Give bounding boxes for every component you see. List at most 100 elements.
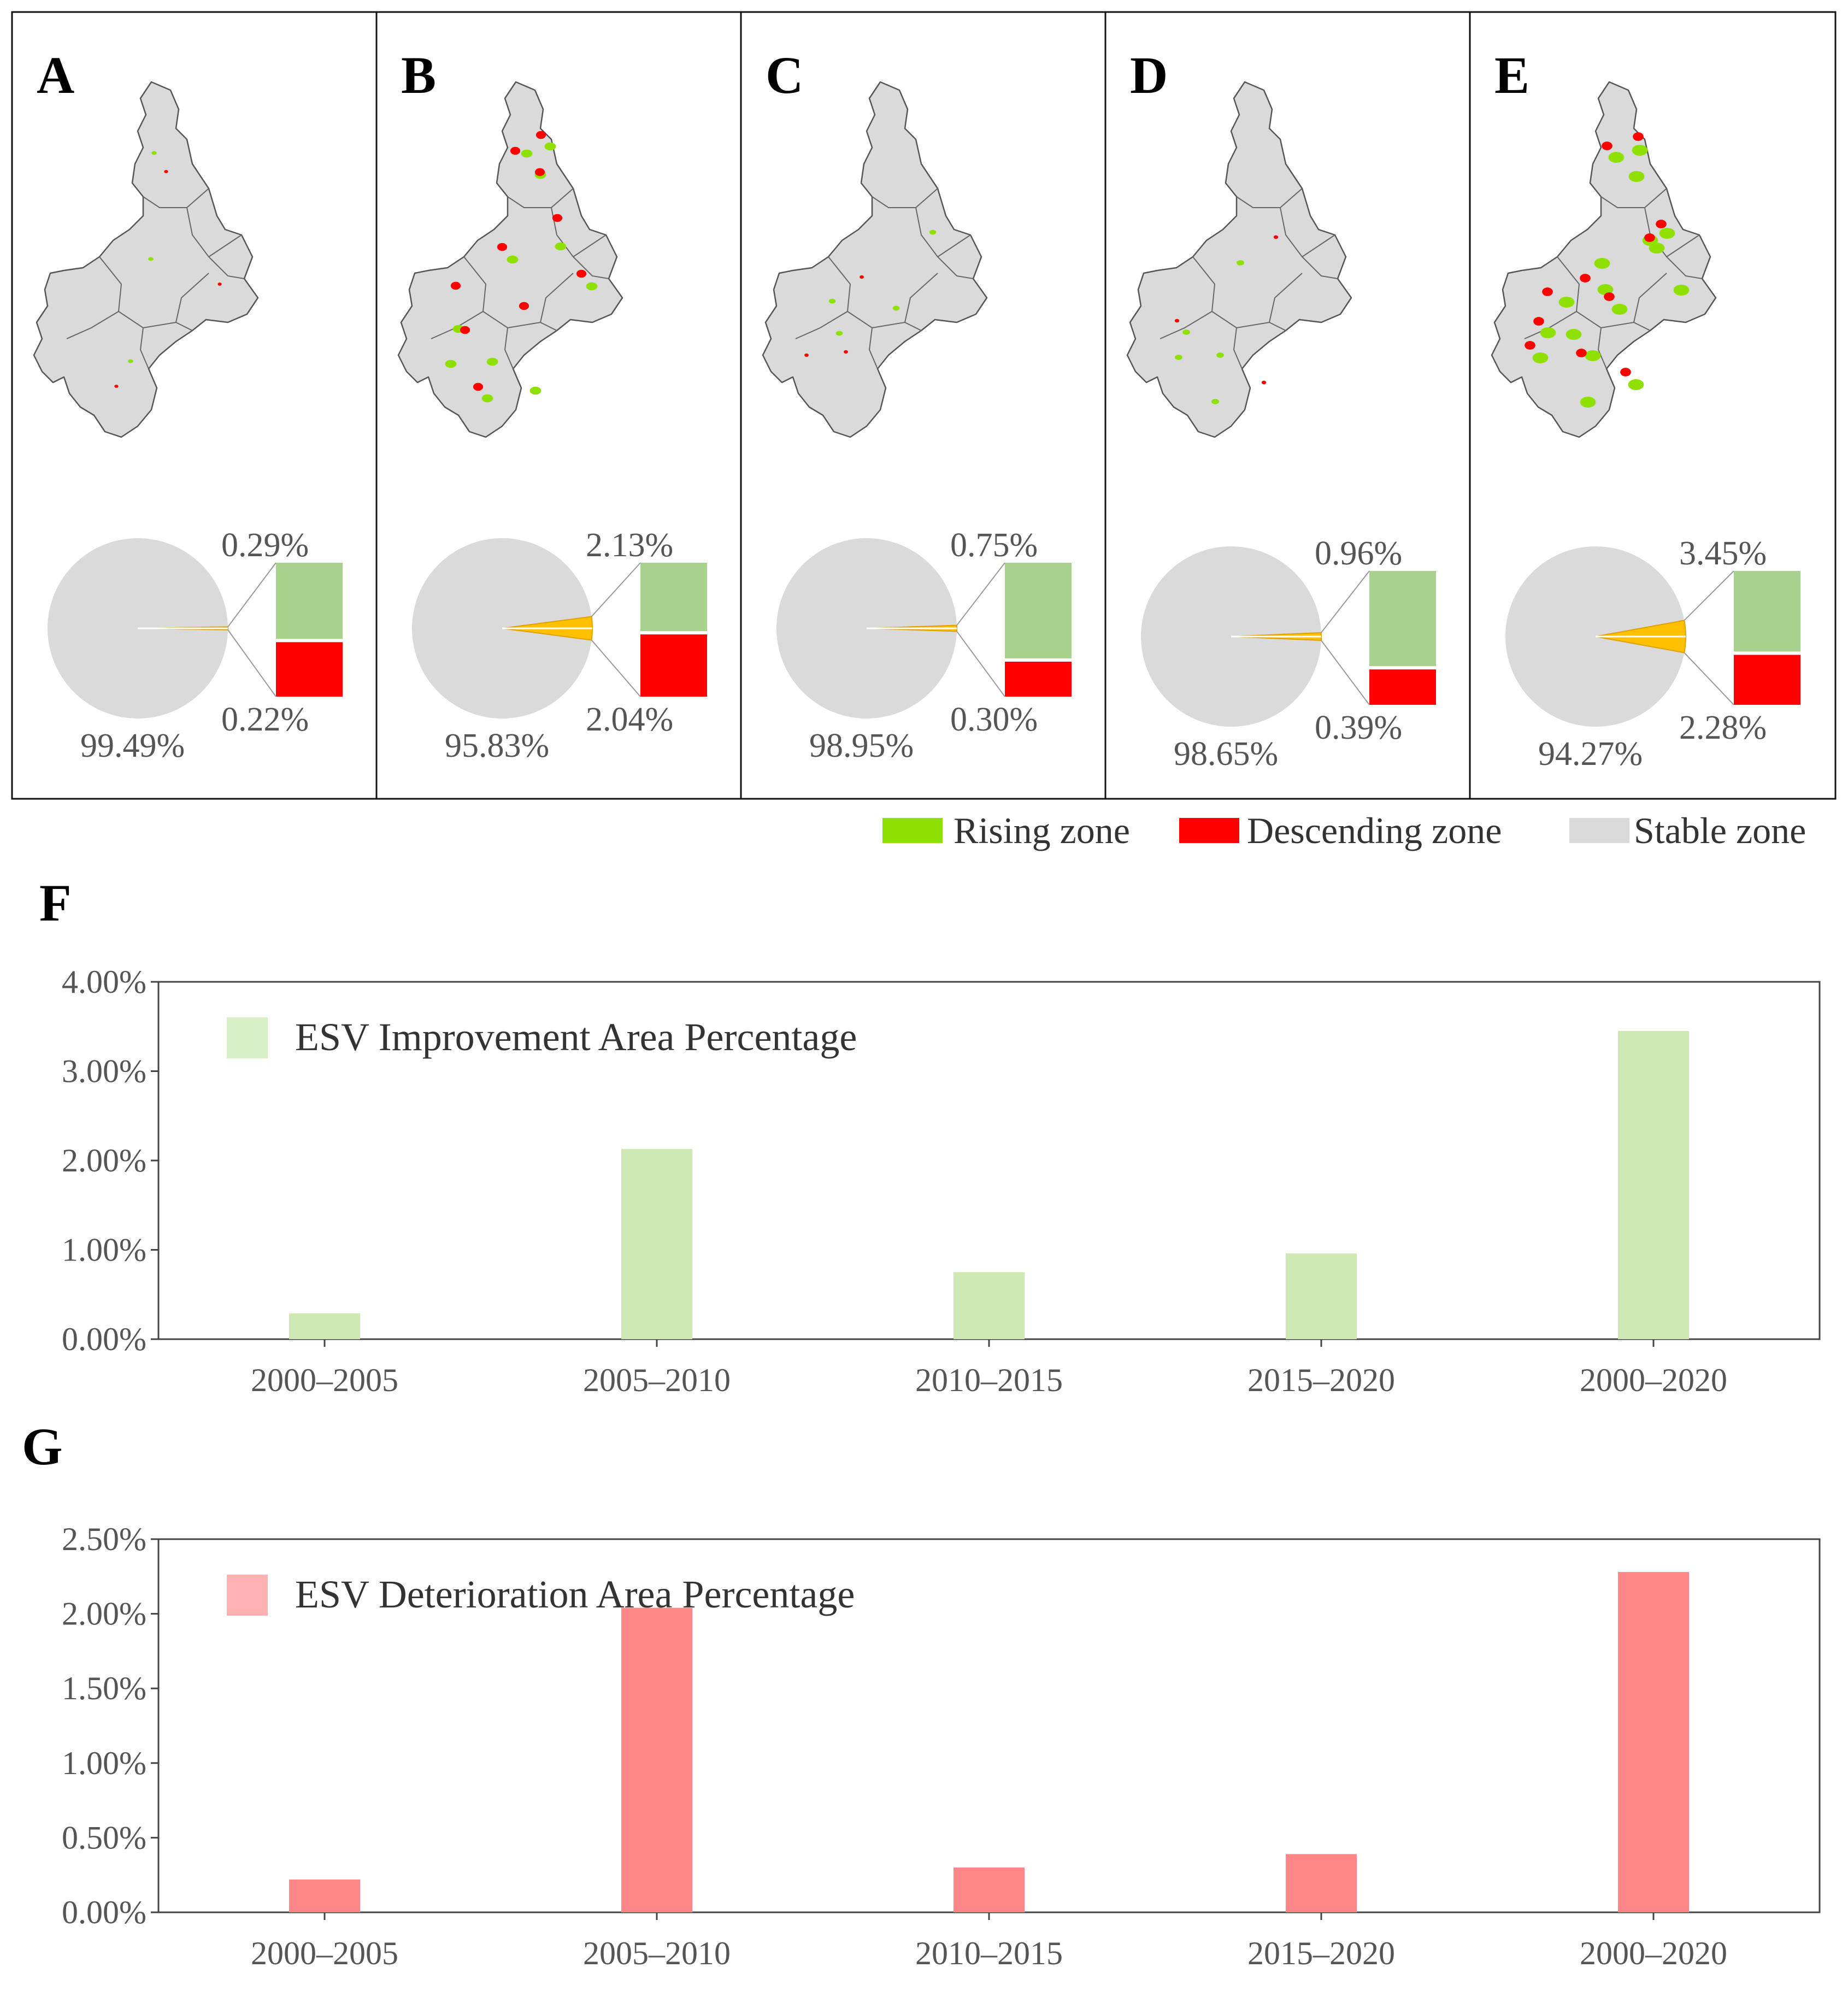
- rising-patch: [521, 149, 533, 158]
- panels-frame: [11, 11, 1837, 800]
- map-panels: A 0.29% 0.22% 99.49% B 2.13% 2.04% 95.83% C 0.75%…: [11, 11, 1837, 800]
- region-outline: [762, 81, 988, 438]
- descending-patch: [1174, 319, 1180, 323]
- connector-line: [1321, 570, 1370, 633]
- legend-swatch: [227, 1575, 268, 1616]
- connector-line: [1684, 570, 1734, 621]
- legend-swatch-stable: [1569, 818, 1629, 843]
- descending-patch: [473, 382, 484, 391]
- stable-pct-label: 95.83%: [445, 727, 549, 764]
- chart-deterioration: G 0.00% 0.50% 1.00% 1.50% 2.00% 2.50% 2000–200…: [22, 1417, 1821, 1971]
- bar: [1618, 1030, 1689, 1339]
- chart-panel-label: G: [22, 1417, 63, 1476]
- bar-segment-rising: [1734, 571, 1800, 652]
- x-tick-label: 2010–2015: [915, 1935, 1063, 1971]
- stable-pct-label: 94.27%: [1538, 735, 1643, 773]
- descending-patch: [1261, 380, 1267, 385]
- rising-patch: [555, 242, 567, 251]
- descending-patch: [535, 131, 546, 139]
- y-tick-label: 2.00%: [62, 1596, 146, 1632]
- descending-patch: [114, 385, 119, 388]
- legend-swatch: [227, 1017, 268, 1058]
- legend-swatch-descending: [1179, 818, 1239, 843]
- x-tick-label: 2000–2005: [251, 1935, 398, 1971]
- region-map: [33, 81, 259, 438]
- descending-patch: [1580, 274, 1591, 282]
- y-tick-label: 0.00%: [62, 1894, 146, 1930]
- panel-label: B: [401, 46, 436, 104]
- y-tick-label: 0.50%: [62, 1819, 146, 1855]
- bar-segment-descending: [1005, 662, 1072, 697]
- connector-line: [591, 639, 641, 697]
- rising-patch: [1532, 352, 1549, 364]
- descending-patch: [1273, 235, 1279, 239]
- region-map: [1491, 81, 1717, 438]
- connector-line: [1684, 652, 1734, 705]
- rising-patch: [828, 298, 836, 304]
- rising-patch: [529, 386, 542, 395]
- chart-improvement: F 0.00% 1.00% 2.00% 3.00% 4.00% 2000–2005 2005…: [39, 874, 1821, 1398]
- y-tick-label: 2.00%: [62, 1142, 146, 1179]
- rising-patch: [128, 359, 133, 363]
- rising-patch: [1580, 396, 1596, 408]
- descending-patch: [1604, 292, 1615, 301]
- descending-patch: [1542, 287, 1553, 296]
- panel-b: B 2.13% 2.04% 95.83%: [397, 46, 707, 764]
- rising-patch: [1649, 242, 1665, 254]
- rising-patch: [1175, 355, 1182, 360]
- legend-label-rising: Rising zone: [954, 810, 1130, 851]
- panel-label: E: [1494, 46, 1529, 104]
- rising-patch: [1673, 284, 1690, 296]
- bar-segment-rising: [1369, 571, 1436, 667]
- region-outline: [33, 81, 259, 438]
- legend-label: ESV Improvement Area Percentage: [295, 1015, 857, 1059]
- bar: [954, 1868, 1025, 1912]
- pie-slice-stable: [776, 538, 957, 718]
- descending-pct-label: 0.30%: [950, 701, 1038, 738]
- rising-pct-label: 0.75%: [950, 527, 1038, 564]
- panel-a: A 0.29% 0.22% 99.49%: [33, 46, 343, 764]
- descending-patch: [510, 146, 521, 155]
- descending-patch: [576, 269, 587, 278]
- descending-patch: [552, 214, 563, 222]
- rising-patch: [151, 151, 157, 155]
- descending-patch: [450, 281, 461, 290]
- pie-slice-stable: [412, 538, 592, 718]
- rising-pct-label: 2.13%: [586, 527, 673, 564]
- x-tick-label: 2015–2020: [1247, 1362, 1395, 1398]
- rising-patch: [1628, 170, 1645, 182]
- panel-d: D 0.96% 0.39% 98.65%: [1126, 46, 1436, 773]
- rising-patch: [1611, 303, 1628, 315]
- y-tick-label: 2.50%: [62, 1521, 146, 1557]
- region-map: [1126, 81, 1352, 438]
- zone-legend: Rising zone Descending zone Stable zone: [882, 810, 1806, 851]
- chart-panel-label: F: [39, 874, 72, 932]
- descending-pct-label: 2.28%: [1679, 709, 1767, 746]
- stable-pct-label: 98.95%: [809, 727, 914, 764]
- descending-patch: [1656, 220, 1667, 228]
- rising-patch: [1182, 329, 1190, 335]
- connector-line: [956, 562, 1005, 626]
- region-map: [762, 81, 988, 438]
- descending-patch: [534, 168, 545, 176]
- bar: [954, 1272, 1025, 1339]
- y-tick-label: 0.00%: [62, 1321, 146, 1357]
- x-tick-label: 2000–2020: [1580, 1362, 1727, 1398]
- descending-patch: [844, 350, 848, 354]
- bar: [1618, 1572, 1689, 1912]
- rising-patch: [148, 257, 154, 261]
- stable-pct-label: 98.65%: [1174, 735, 1278, 773]
- descending-patch: [1633, 132, 1644, 141]
- legend-label-stable: Stable zone: [1634, 810, 1806, 851]
- rising-patch: [1585, 350, 1601, 362]
- bar: [621, 1607, 692, 1912]
- legend-swatch-rising: [882, 818, 943, 843]
- bar: [621, 1148, 692, 1339]
- x-tick-label: 2010–2015: [915, 1362, 1063, 1398]
- bar-segment-rising: [1005, 563, 1072, 658]
- bar: [1286, 1253, 1357, 1339]
- descending-patch: [217, 282, 222, 286]
- pie-slice-stable: [1505, 546, 1685, 727]
- region-map: [397, 81, 623, 438]
